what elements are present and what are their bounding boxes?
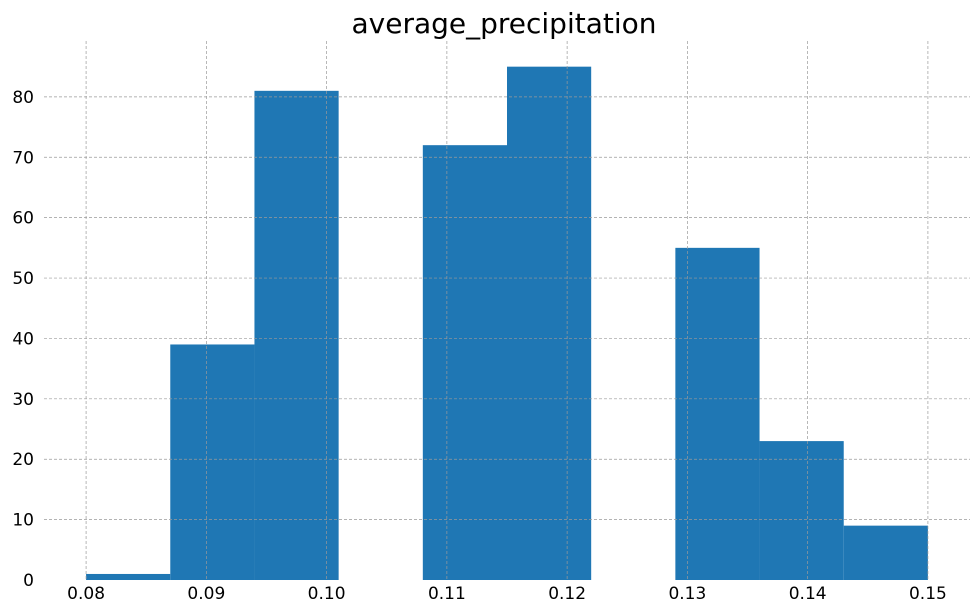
histogram-bar-4 — [422, 145, 507, 581]
histogram-bar-5 — [507, 66, 592, 580]
y-axis-ticks: 0 10 20 30 40 50 60 70 80 — [12, 88, 34, 591]
y-tick-label-7: 70 — [12, 148, 34, 168]
x-tick-label-0: 0.08 — [67, 584, 105, 604]
histogram-bar-1 — [170, 344, 255, 580]
y-tick-label-6: 60 — [12, 209, 34, 229]
histogram-bar-7 — [675, 247, 760, 580]
x-tick-label-6: 0.14 — [789, 584, 827, 604]
y-tick-label-1: 10 — [12, 511, 34, 531]
y-tick-label-2: 20 — [12, 450, 34, 470]
x-tick-label-1: 0.09 — [187, 584, 225, 604]
x-tick-label-7: 0.15 — [909, 584, 947, 604]
x-axis-ticks: 0.08 0.09 0.10 0.11 0.12 0.13 0.14 0.15 — [67, 584, 947, 604]
x-tick-label-5: 0.13 — [668, 584, 706, 604]
histogram-bar-8 — [759, 441, 844, 580]
bars-layer — [86, 66, 928, 581]
histogram-bar-9 — [843, 525, 928, 580]
x-tick-label-4: 0.12 — [548, 584, 586, 604]
y-tick-label-4: 40 — [12, 329, 34, 349]
x-tick-label-3: 0.11 — [428, 584, 466, 604]
y-tick-label-3: 30 — [12, 390, 34, 410]
y-tick-label-0: 0 — [23, 571, 34, 591]
histogram-bar-2 — [254, 90, 339, 580]
chart-title: average_precipitation — [351, 7, 656, 40]
grid-layer — [44, 41, 970, 580]
histogram-bar-0 — [86, 573, 171, 580]
x-tick-label-2: 0.10 — [308, 584, 346, 604]
y-tick-label-5: 50 — [12, 269, 34, 289]
y-tick-label-8: 80 — [12, 88, 34, 108]
